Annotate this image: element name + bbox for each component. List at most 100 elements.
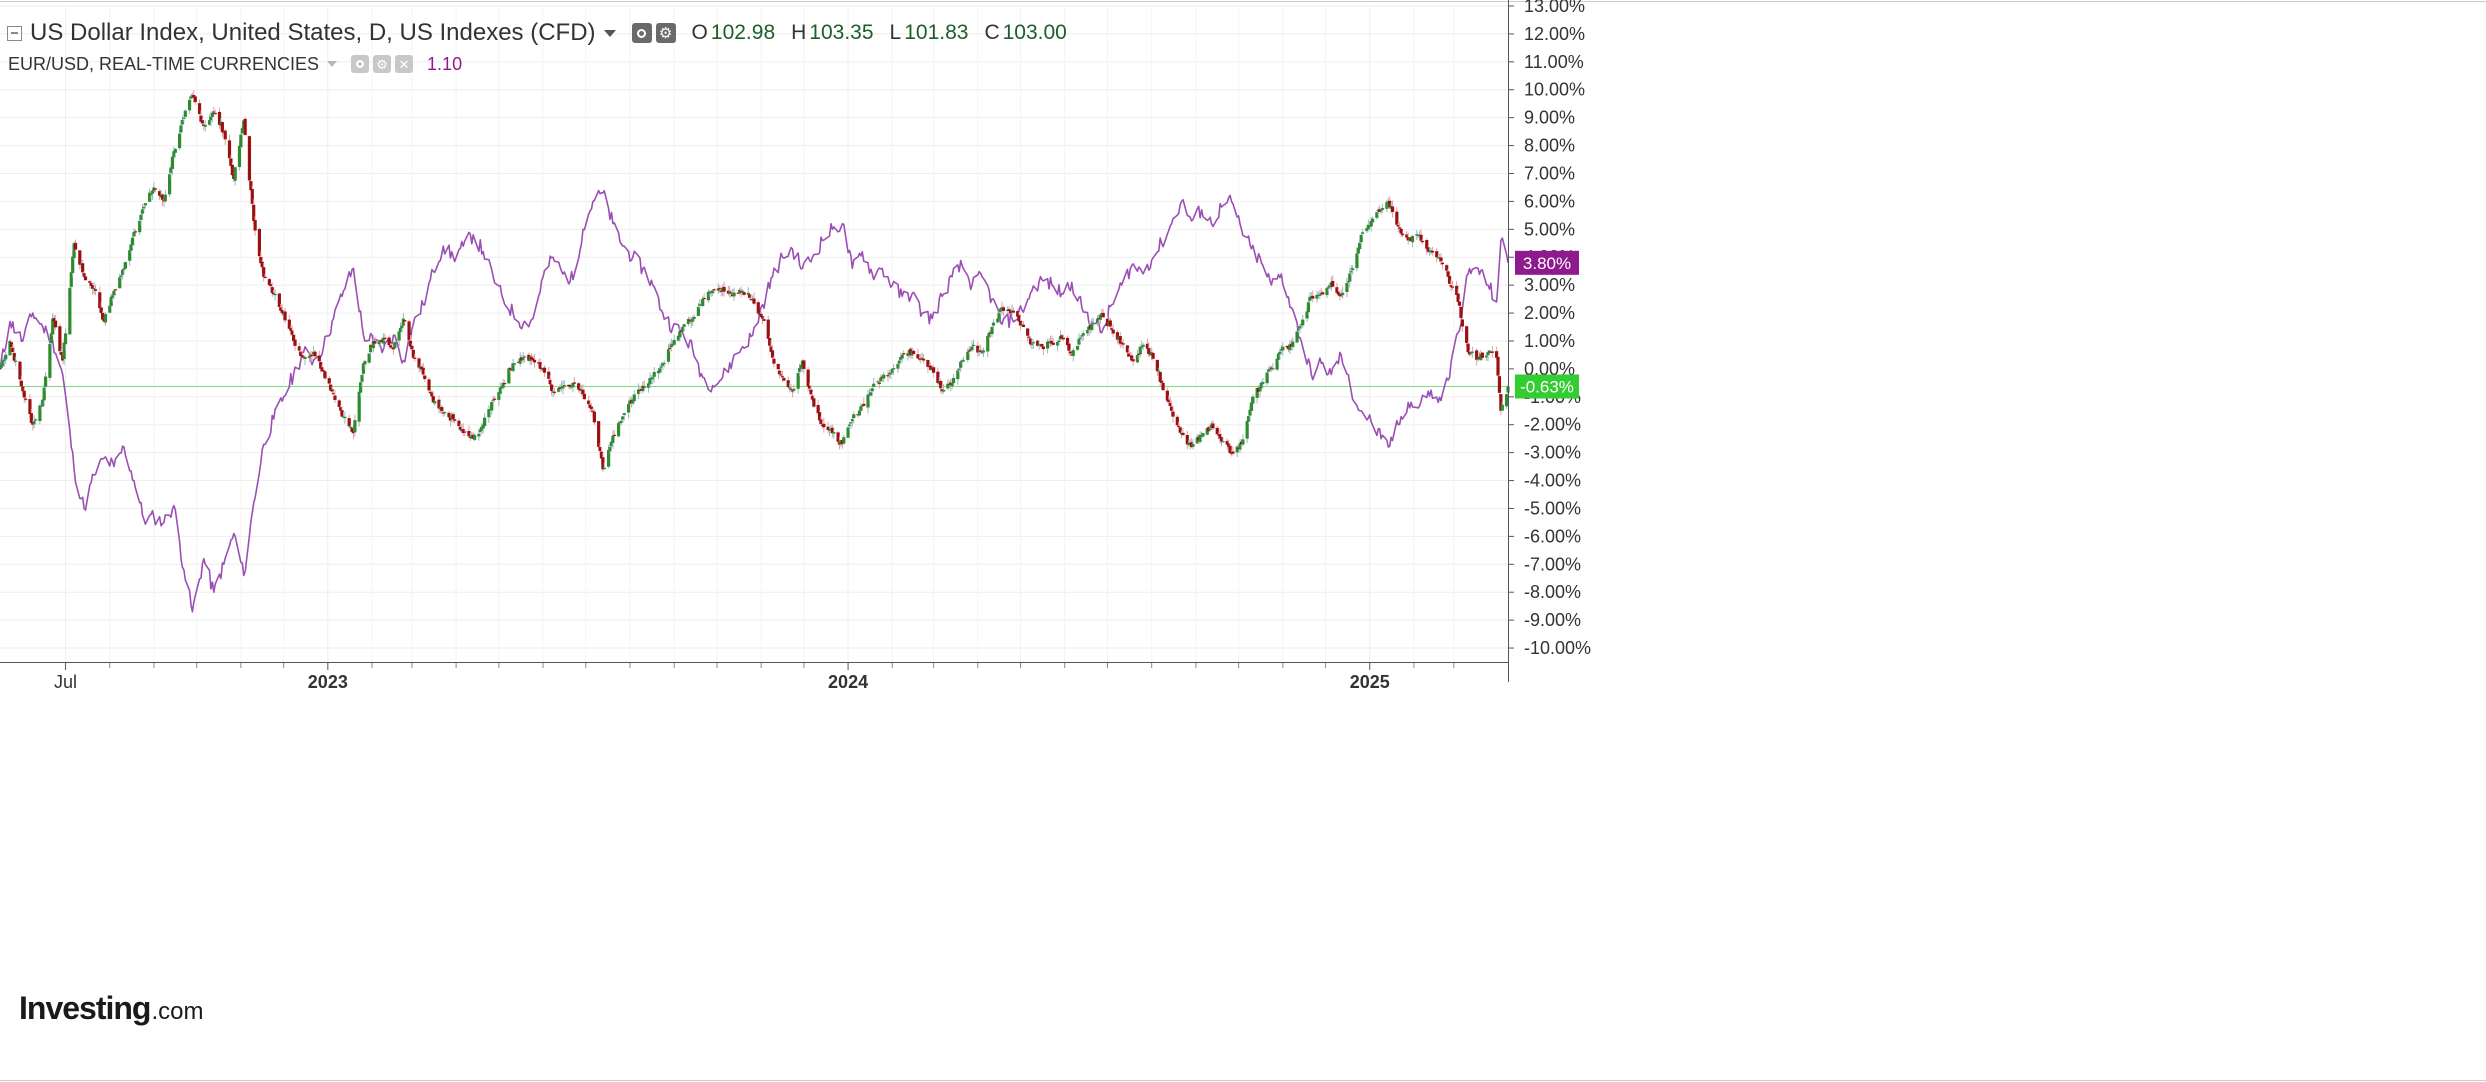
eye-icon[interactable] (631, 23, 652, 43)
candle (1171, 405, 1175, 423)
candle (1348, 267, 1352, 288)
candle (337, 399, 341, 409)
candle-body (540, 367, 544, 370)
candle-body (812, 398, 816, 407)
candle-body (1167, 399, 1171, 403)
chevron-down-icon[interactable] (603, 29, 616, 37)
candle-body (1490, 351, 1494, 353)
candle-body (1385, 202, 1389, 209)
candle-body (1380, 208, 1385, 210)
candle (453, 418, 457, 424)
candle-body (8, 340, 12, 356)
candle (712, 288, 716, 292)
candle (361, 363, 366, 379)
candle (112, 289, 116, 300)
candle (8, 339, 12, 356)
candle-body (1095, 318, 1100, 323)
candle-body (78, 250, 82, 265)
candle (862, 397, 866, 407)
candle-body (103, 314, 108, 323)
candle (22, 388, 26, 404)
candle (142, 205, 146, 212)
gear-icon[interactable]: ⚙ (655, 23, 676, 43)
candle-body (756, 302, 760, 314)
candle (1011, 307, 1016, 313)
collapse-legend-button[interactable] (7, 25, 22, 41)
candle-body (1499, 394, 1503, 411)
candle-body (1108, 320, 1112, 327)
candle (991, 318, 996, 329)
candle (886, 370, 890, 382)
candle (826, 421, 830, 434)
candle (651, 375, 655, 385)
candle-body (1111, 329, 1115, 334)
gear-icon[interactable]: ⚙ (373, 55, 392, 73)
candle (561, 380, 565, 395)
candle-body (1251, 396, 1255, 404)
chevron-down-icon[interactable] (327, 61, 338, 67)
candle (889, 371, 893, 380)
candle-body (400, 325, 404, 329)
candle-body (1238, 443, 1242, 450)
candle (381, 333, 386, 348)
candle (73, 239, 78, 253)
close-label: C (984, 21, 1000, 44)
candle-body (1261, 382, 1265, 385)
candle-body (729, 292, 733, 294)
candle-body (1007, 309, 1011, 311)
candle (168, 168, 172, 197)
candle (1161, 382, 1165, 391)
candle-body (522, 356, 527, 358)
candle-body (1011, 310, 1016, 313)
candle-body (1359, 234, 1363, 243)
candle-body (408, 340, 413, 347)
candle (1141, 342, 1145, 351)
candle-body (1341, 292, 1345, 296)
candle-body (659, 366, 663, 368)
candle-body (361, 363, 366, 374)
candle-body (1121, 343, 1125, 345)
candle-body (230, 164, 234, 176)
candle (796, 370, 800, 394)
candle (388, 343, 393, 348)
candle-body (44, 376, 48, 387)
candle-body (113, 289, 118, 291)
candle-body (381, 338, 386, 344)
candle-body (1410, 236, 1415, 243)
candle-body (1031, 342, 1035, 344)
close-icon[interactable]: ✕ (395, 55, 414, 73)
candle (788, 382, 792, 393)
candle (383, 333, 387, 342)
candle-body (179, 125, 183, 133)
candle-body (192, 95, 196, 98)
y-tick-label: 10.00% (1524, 80, 1585, 100)
candle-body (253, 220, 257, 231)
candle-body (323, 371, 327, 379)
candle (177, 129, 182, 151)
candle (979, 344, 983, 353)
candle (756, 300, 760, 316)
candle-body (1198, 434, 1202, 442)
candle-body (807, 385, 812, 389)
candle-body (1440, 262, 1445, 265)
candle (373, 336, 377, 346)
candle-body (1101, 312, 1105, 318)
candle-body (1370, 218, 1375, 223)
candle-body (1486, 352, 1490, 356)
candle-body (1068, 351, 1073, 354)
candle (786, 376, 790, 389)
candle-body (1115, 332, 1120, 340)
candle (331, 391, 336, 395)
candle (882, 371, 886, 383)
candle (1375, 211, 1379, 220)
eye-icon[interactable] (351, 55, 370, 73)
overlay-series-legend: EUR/USD, REAL-TIME CURRENCIES ⚙ ✕ 1.10 (0, 52, 462, 76)
candle (193, 96, 197, 105)
candle-body (922, 358, 926, 361)
candle-body (428, 391, 433, 394)
candle-body (696, 307, 701, 316)
candle (1201, 432, 1205, 438)
candle (253, 215, 257, 236)
candle (1430, 246, 1435, 256)
